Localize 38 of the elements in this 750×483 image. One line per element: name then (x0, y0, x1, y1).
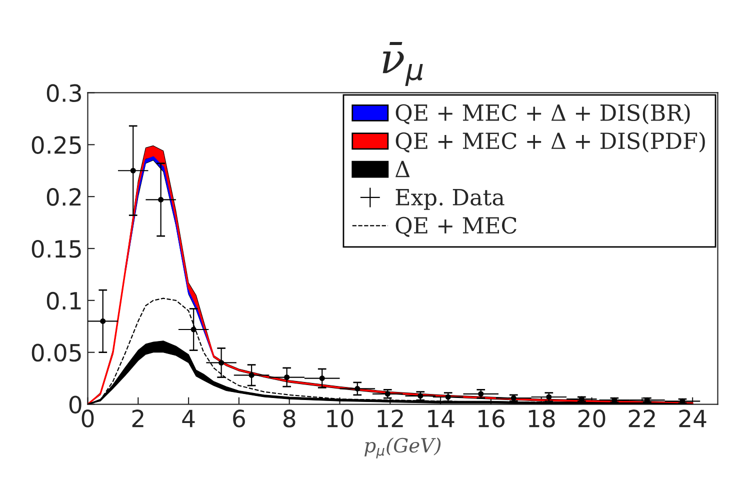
x-tick-label: 20 (578, 410, 606, 428)
point (158, 196, 164, 202)
x-tick-label: 0 (82, 410, 94, 428)
y-tick-label: 0 (69, 396, 82, 414)
x-tick-label: 14 (428, 410, 454, 428)
point (284, 374, 290, 380)
legend-label: QE + MEC + Δ + DIS(PDF) (396, 132, 705, 152)
y-tick-label: 0.1 (46, 292, 81, 310)
y-tick-label: 0.2 (46, 188, 81, 206)
x-tick-label: 12 (378, 410, 403, 428)
point (218, 360, 224, 366)
x-tick-label: 22 (628, 410, 655, 428)
y-tick-label: 0.3 (46, 84, 81, 102)
y-tick-label: 0.05 (32, 344, 81, 362)
point (354, 386, 360, 392)
point (510, 395, 516, 401)
point (578, 396, 584, 402)
point (248, 372, 254, 378)
point (130, 168, 136, 174)
point (319, 376, 325, 382)
legend-label: QE + MEC (396, 216, 516, 237)
y-tick-label: 0.15 (32, 240, 81, 258)
point (100, 318, 106, 324)
x-tick-label: 6 (233, 410, 245, 428)
x-axis-title: p$_{μ}$(GeV) (364, 438, 441, 458)
x-tick-label: 8 (283, 410, 296, 428)
x-tick-label: 10 (327, 410, 354, 428)
point (190, 326, 196, 332)
chart-title: ν̄$_{μ}$ (382, 42, 423, 86)
legend-label: QE + MEC + Δ + DIS(BR) (396, 104, 690, 124)
x-tick-label: 18 (528, 410, 555, 428)
x-tick-label: 2 (132, 410, 144, 428)
legend-label: Exp. Data (396, 189, 504, 210)
x-tick-label: 4 (182, 410, 195, 428)
legend-label: Δ (395, 160, 410, 178)
x-tick-label: 16 (478, 410, 504, 428)
y-tick-label: 0.25 (32, 136, 81, 154)
x-tick-label: 24 (679, 410, 706, 428)
